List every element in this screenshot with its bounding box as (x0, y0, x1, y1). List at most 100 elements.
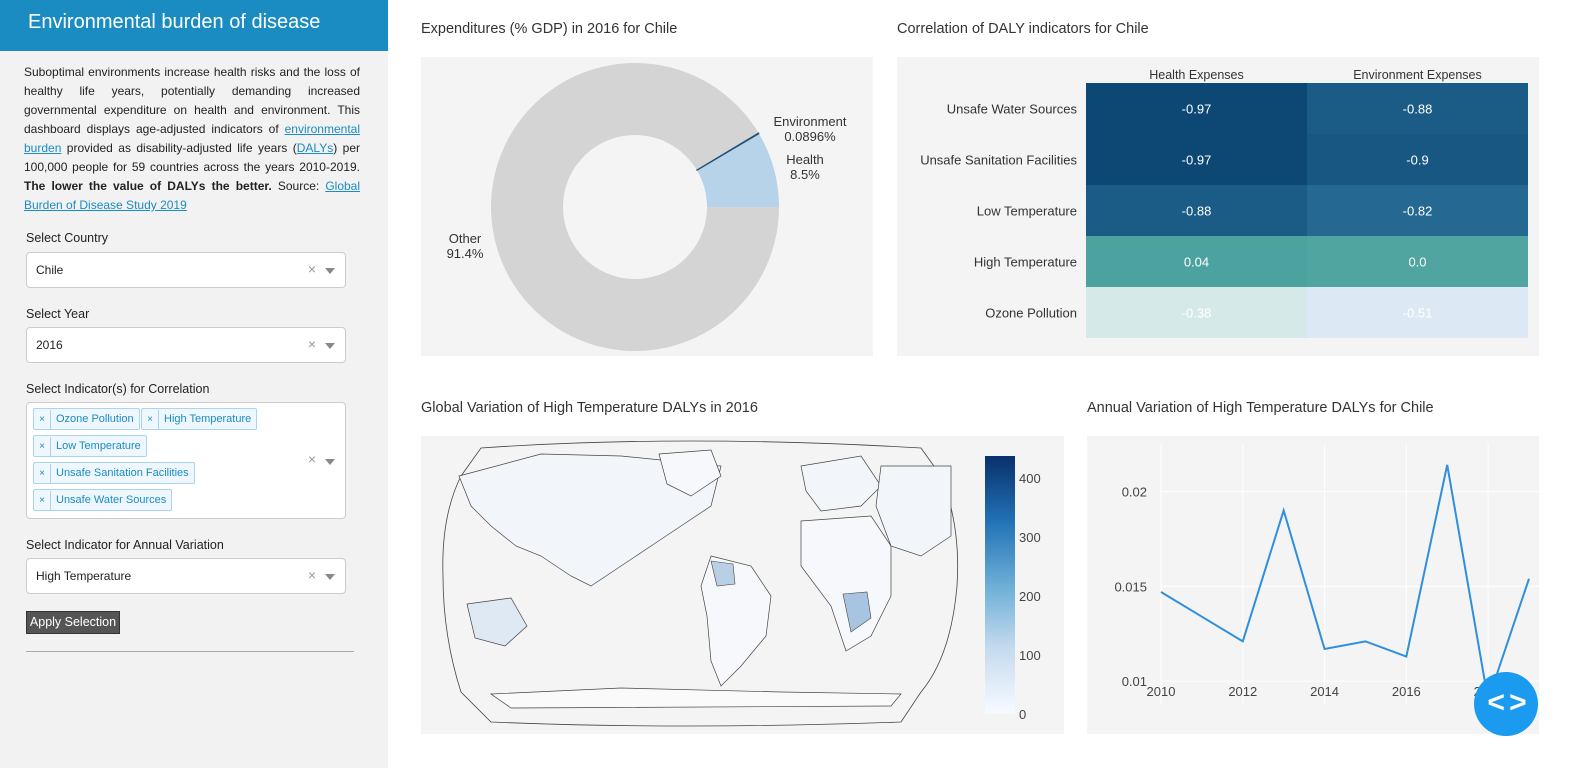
remove-tag-icon[interactable]: × (34, 437, 51, 457)
heatmap-row-label: Low Temperature (977, 204, 1077, 219)
heatmap-cell-value: -0.9 (1406, 153, 1428, 168)
indicator-tag-label: Low Temperature (56, 440, 141, 452)
code-toggle-icon[interactable]: < > (1474, 672, 1538, 736)
heatmap-cell[interactable] (1086, 236, 1307, 287)
heatmap-column-label: Environment Expenses (1353, 68, 1482, 82)
colorbar-tick: 200 (1019, 589, 1041, 604)
heatmap-cell[interactable] (1086, 185, 1307, 236)
pie-label-other: Other (449, 231, 482, 246)
north-america-shape (458, 453, 722, 587)
remove-tag-icon[interactable]: × (34, 491, 51, 511)
remove-tag-icon[interactable]: × (142, 410, 159, 430)
indicator-tag-label: Unsafe Sanitation Facilities (56, 467, 189, 479)
heatmap-cell-value: -0.88 (1403, 102, 1433, 117)
annual-variation-line[interactable] (1160, 464, 1530, 701)
colorbar-tick: 0 (1019, 707, 1026, 722)
greenland-shape (658, 449, 722, 497)
map-title: Global Variation of High Temperature DAL… (421, 400, 758, 416)
heatmap-cell-value: -0.97 (1182, 153, 1212, 168)
app-title: Environmental burden of disease (0, 0, 388, 51)
indicators-multiselect[interactable]: × Ozone Pollution × High Temperature × Low … (26, 402, 346, 519)
country-dropdown[interactable]: Chile × (26, 252, 346, 288)
clear-icon[interactable]: × (307, 451, 316, 467)
environmental-burden-link[interactable]: environmental burden (24, 122, 360, 155)
colorbar-tick: 300 (1019, 530, 1041, 545)
asia-shape (875, 465, 952, 557)
heatmap-cell-value: -0.97 (1182, 102, 1212, 117)
chevron-down-icon[interactable] (325, 268, 335, 274)
clear-icon[interactable]: × (307, 261, 316, 277)
dalys-link[interactable]: DALYs (296, 141, 334, 155)
indicators-label: Select Indicator(s) for Correlation (26, 382, 210, 396)
heatmap-cell[interactable] (1086, 287, 1307, 338)
clear-icon[interactable]: × (307, 567, 316, 583)
heatmap-cell[interactable] (1307, 236, 1528, 287)
south-america-shape (700, 555, 772, 687)
remove-tag-icon[interactable]: × (34, 464, 51, 484)
africa-shape (800, 515, 892, 652)
divider (26, 651, 354, 652)
indicator-tag: × Unsafe Water Sources (33, 489, 173, 511)
world-choropleth-map[interactable]: 400 300 200 100 0 (421, 436, 1064, 734)
pie-chart-panel: Environment 0.0896% Health 8.5% Other 91… (421, 57, 873, 356)
gbd-source-link[interactable]: Global Burden of Disease Study 2019 (24, 179, 361, 212)
pie-slice-environment[interactable] (696, 132, 760, 172)
indicator-tag-label: Ozone Pollution (56, 413, 134, 425)
apply-selection-button[interactable]: Apply Selection (26, 611, 120, 634)
world-map-outline (442, 440, 959, 727)
annual-indicator-dropdown[interactable]: High Temperature × (26, 558, 346, 594)
annual-indicator-label: Select Indicator for Annual Variation (26, 538, 224, 552)
indicator-tag-label: High Temperature (164, 413, 252, 425)
australia-shape (466, 597, 528, 647)
chevron-down-icon[interactable] (325, 459, 335, 465)
heatmap-title: Correlation of DALY indicators for Chile (897, 21, 1149, 37)
x-tick-label: 2014 (1310, 684, 1339, 699)
intro-text-part: Suboptimal environments increase health … (24, 65, 360, 136)
year-dropdown[interactable]: 2016 × (26, 327, 346, 363)
chevron-down-icon[interactable] (325, 574, 335, 580)
heatmap-row-label: Unsafe Sanitation Facilities (920, 153, 1077, 168)
heatmap-column-label: Health Expenses (1149, 68, 1244, 82)
europe-shape (800, 455, 882, 512)
clear-icon[interactable]: × (307, 336, 316, 352)
pie-chart: Environment 0.0896% Health 8.5% Other 91… (447, 62, 847, 351)
pie-label-health-pct: 8.5% (790, 167, 820, 182)
antarctica-shape (489, 687, 902, 709)
heatmap-row-label: Ozone Pollution (985, 306, 1077, 321)
x-tick-label: 2012 (1228, 684, 1257, 699)
heatmap-cell-value: -0.38 (1182, 306, 1212, 321)
correlation-heatmap: Health Expenses Environment Expenses Unsaf… (920, 68, 1528, 338)
intro-text-part: Source: (271, 179, 326, 193)
year-label: Select Year (26, 307, 90, 321)
heatmap-cell[interactable] (1086, 83, 1307, 134)
pie-slice-other[interactable] (491, 62, 779, 351)
sidebar: Environmental burden of disease Suboptim… (0, 0, 388, 768)
x-tick-label: 2010 (1147, 684, 1176, 699)
remove-tag-icon[interactable]: × (34, 410, 51, 430)
heatmap-cell-value: -0.51 (1403, 306, 1433, 321)
heatmap-cell-value: -0.82 (1403, 204, 1433, 219)
colorbar (985, 456, 1015, 714)
heatmap-cell[interactable] (1307, 185, 1528, 236)
southern-africa-highlight (842, 591, 872, 633)
heatmap-cell[interactable] (1307, 287, 1528, 338)
pie-label-environment: Environment (774, 114, 847, 129)
y-tick-label: 0.015 (1114, 579, 1147, 594)
y-tick-label: 0.02 (1122, 484, 1147, 499)
pie-label-health: Health (786, 152, 824, 167)
heatmap-cell-value: 0.04 (1184, 255, 1209, 270)
x-tick-label: 2016 (1392, 684, 1421, 699)
heatmap-cell[interactable] (1086, 134, 1307, 185)
chevron-down-icon[interactable] (325, 343, 335, 349)
colombia-shape (710, 560, 736, 587)
map-panel: 400 300 200 100 0 (421, 436, 1064, 734)
pie-slice-health[interactable] (696, 133, 779, 207)
pie-label-environment-pct: 0.0896% (784, 129, 836, 144)
heatmap-cell[interactable] (1307, 134, 1528, 185)
colorbar-tick: 400 (1019, 471, 1041, 486)
heatmap-cell[interactable] (1307, 83, 1528, 134)
year-value: 2016 (36, 338, 63, 352)
pie-label-other-pct: 91.4% (447, 246, 484, 261)
